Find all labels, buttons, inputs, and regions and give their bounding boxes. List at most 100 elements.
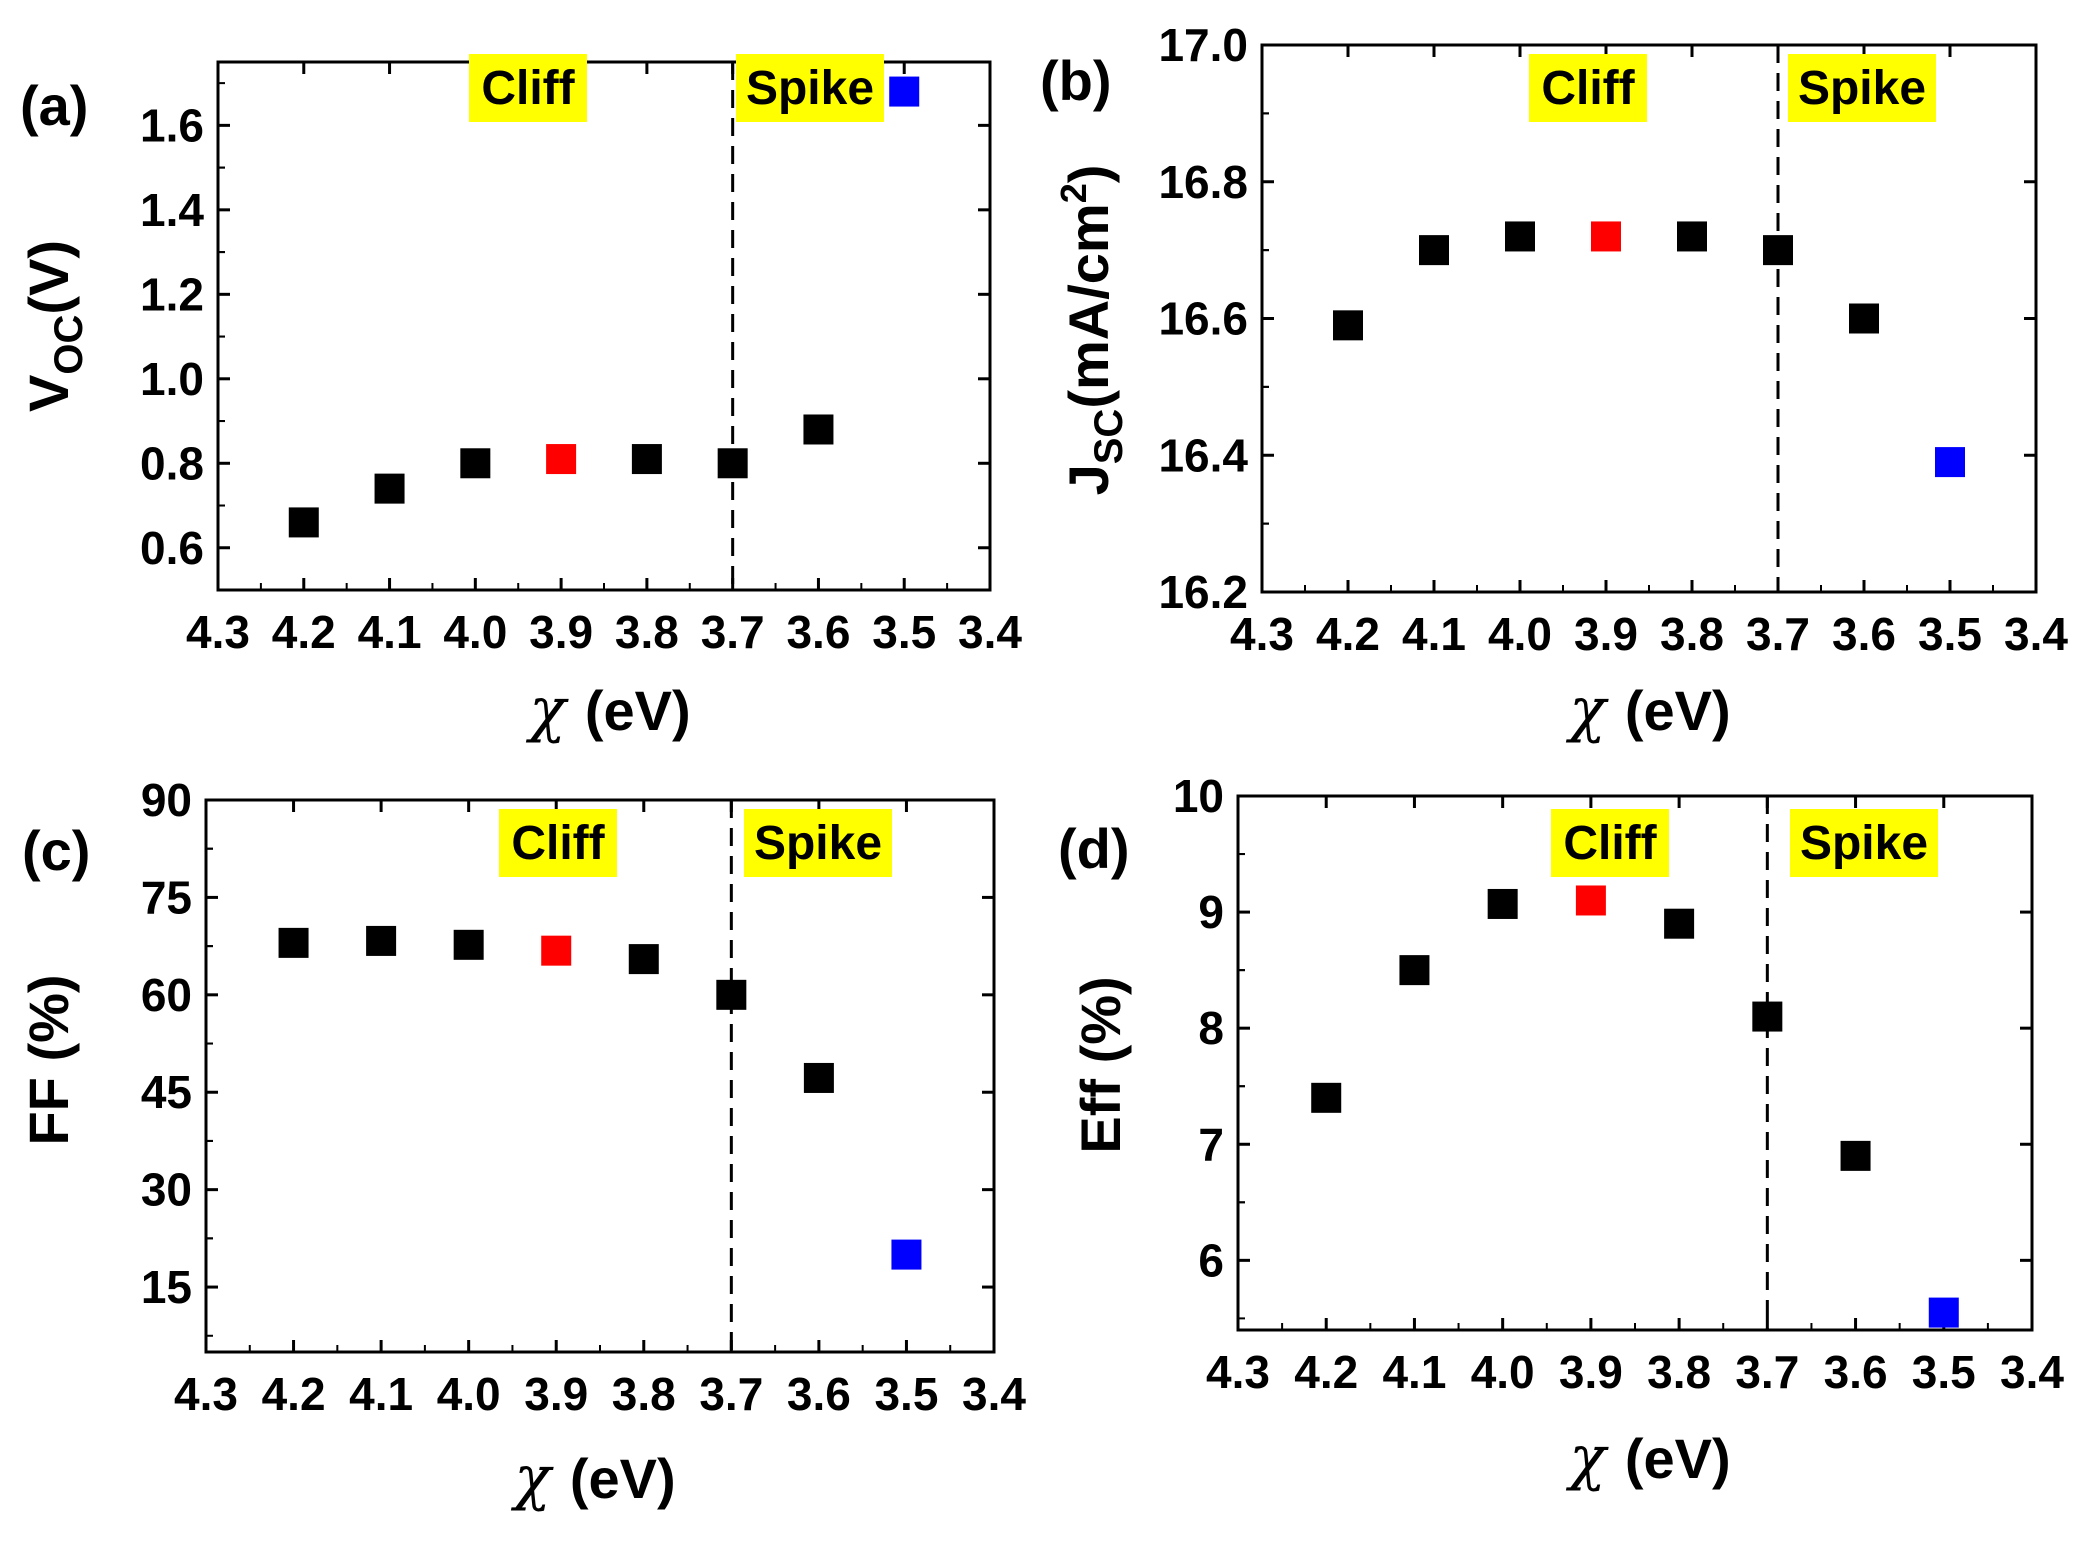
y-tick-label: 17.0	[1158, 19, 1248, 71]
x-tick-label: 4.1	[1382, 1346, 1446, 1398]
x-tick-label: 4.2	[262, 1368, 326, 1420]
data-point	[803, 414, 834, 445]
y-tick-label: 10	[1173, 770, 1224, 822]
x-tick-label: 4.3	[186, 606, 250, 658]
y-axis-title: FF (%)	[17, 974, 80, 1145]
y-axis-superscript: 2	[1053, 183, 1094, 203]
x-tick-label: 3.4	[962, 1368, 1026, 1420]
x-tick-label: 3.5	[874, 1368, 938, 1420]
data-point	[716, 979, 747, 1010]
region-label-bg	[1529, 54, 1647, 122]
x-tick-label: 3.7	[701, 606, 765, 658]
x-tick-label: 3.4	[2000, 1346, 2064, 1398]
y-axis-subscript: OC	[47, 315, 91, 375]
x-tick-label: 3.9	[529, 606, 593, 658]
x-tick-label: 3.9	[1574, 608, 1638, 660]
data-point	[1591, 221, 1621, 252]
chi-symbol: χ	[510, 1443, 569, 1513]
x-axis-title: χ (eV)	[1565, 675, 1730, 745]
region-label-bg	[499, 809, 617, 877]
y-tick-label: 30	[141, 1164, 192, 1216]
x-axis-unit: (eV)	[1625, 679, 1731, 742]
x-tick-label: 3.9	[524, 1368, 588, 1420]
x-tick-label: 4.1	[349, 1368, 413, 1420]
data-point	[1763, 235, 1793, 266]
region-label-bg	[736, 54, 884, 122]
data-point	[628, 944, 659, 975]
y-tick-label: 16.6	[1158, 293, 1248, 345]
data-point	[1399, 955, 1430, 986]
y-tick-label: 6	[1198, 1234, 1224, 1286]
y-tick-label: 7	[1198, 1118, 1224, 1170]
x-axis-unit: (eV)	[570, 1447, 676, 1510]
panel-label: (a)	[20, 74, 88, 137]
y-tick-label: 1.4	[140, 184, 204, 236]
y-axis-unit-close: )	[1057, 165, 1120, 184]
x-tick-label: 4.3	[174, 1368, 238, 1420]
data-point	[453, 929, 484, 960]
x-tick-label: 4.3	[1230, 608, 1294, 660]
data-point	[1664, 908, 1695, 939]
y-axis-subscript: SC	[1087, 409, 1131, 465]
region-label-cliff: Cliff	[481, 62, 575, 115]
y-axis-symbol: J	[1057, 464, 1120, 495]
y-axis-title: VOC(V)	[17, 240, 91, 412]
x-tick-label: 4.1	[358, 606, 422, 658]
x-tick-label: 3.6	[1832, 608, 1896, 660]
x-tick-label: 4.3	[1206, 1346, 1270, 1398]
y-tick-label: 16.4	[1158, 429, 1248, 481]
data-point	[460, 448, 491, 479]
x-tick-label: 3.9	[1559, 1346, 1623, 1398]
x-tick-label: 4.0	[1471, 1346, 1535, 1398]
data-point	[803, 1062, 834, 1093]
plot-frame	[1260, 43, 2038, 594]
y-tick-label: 16.8	[1158, 156, 1248, 208]
plot-frame	[204, 798, 996, 1354]
x-tick-label: 3.7	[1746, 608, 1810, 660]
chi-symbol: χ	[525, 675, 584, 745]
data-point	[1333, 310, 1363, 341]
y-tick-label: 45	[141, 1066, 192, 1118]
chi-symbol: χ	[1565, 1423, 1624, 1493]
data-point	[891, 1239, 922, 1270]
x-tick-label: 4.0	[443, 606, 507, 658]
x-tick-label: 3.4	[2004, 608, 2068, 660]
x-tick-label: 3.7	[699, 1368, 763, 1420]
x-tick-label: 3.5	[1912, 1346, 1976, 1398]
y-axis-title: JSC(mA/cm2)	[1053, 165, 1131, 496]
data-point	[1419, 235, 1449, 266]
y-tick-label: 60	[141, 969, 192, 1021]
data-point	[278, 927, 309, 958]
region-label-bg	[744, 809, 892, 877]
x-tick-label: 4.0	[1488, 608, 1552, 660]
region-label-bg	[469, 54, 587, 122]
data-point	[889, 76, 920, 107]
data-point	[1677, 221, 1707, 252]
data-point	[1505, 221, 1535, 252]
data-point	[541, 935, 572, 966]
region-label-spike: Spike	[1798, 62, 1926, 115]
data-point	[288, 507, 319, 538]
panel-label: (d)	[1058, 817, 1130, 880]
region-label-cliff: Cliff	[1541, 62, 1635, 115]
region-label-cliff: Cliff	[1563, 817, 1657, 870]
data-point	[1935, 447, 1965, 478]
data-point	[1928, 1297, 1959, 1328]
y-tick-label: 90	[141, 774, 192, 826]
region-label-spike: Spike	[746, 62, 874, 115]
x-tick-label: 3.6	[1824, 1346, 1888, 1398]
region-label-spike: Spike	[1800, 817, 1928, 870]
y-tick-label: 9	[1198, 886, 1224, 938]
y-tick-label: 1.6	[140, 99, 204, 151]
y-tick-label: 0.8	[140, 437, 204, 489]
data-point	[374, 473, 405, 504]
y-tick-label: 1.0	[140, 353, 204, 405]
plot-frame	[216, 60, 992, 592]
x-tick-label: 3.8	[615, 606, 679, 658]
panel-label: (b)	[1040, 49, 1112, 112]
region-label-bg	[1551, 809, 1669, 877]
x-tick-label: 3.4	[958, 606, 1022, 658]
x-tick-label: 3.7	[1735, 1346, 1799, 1398]
